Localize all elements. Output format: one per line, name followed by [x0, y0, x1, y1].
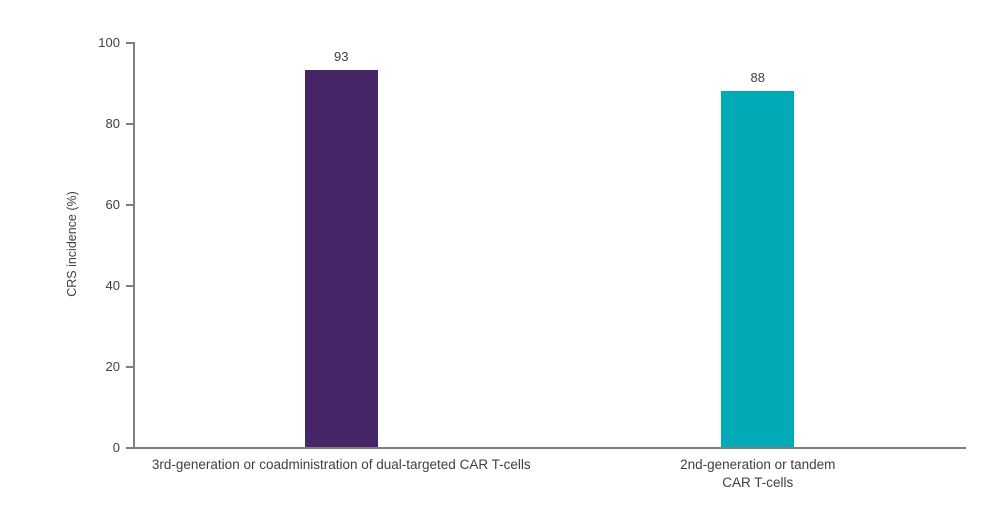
y-tick-label: 80	[105, 116, 120, 131]
bar	[721, 90, 795, 447]
x-category-label: 3rd-generation or coadministration of du…	[151, 457, 531, 472]
bar-value-label: 88	[750, 69, 765, 85]
x-category-label: 2nd-generation or tandem CAR T-cells	[680, 457, 836, 490]
y-axis-title: CRS incidence (%)	[65, 190, 79, 297]
y-axis-line	[133, 42, 135, 449]
y-tick-mark	[126, 366, 133, 368]
y-tick-mark	[126, 42, 133, 44]
y-tick-label: 60	[105, 197, 120, 212]
y-tick-mark	[126, 447, 133, 449]
x-axis-line	[133, 447, 966, 449]
y-tick-mark	[126, 123, 133, 125]
y-tick-mark	[126, 204, 133, 206]
y-tick-label: 100	[98, 35, 120, 50]
bar-value-label: 93	[334, 49, 349, 65]
bar	[304, 70, 378, 447]
y-tick-label: 40	[105, 278, 120, 293]
y-tick-mark	[126, 285, 133, 287]
y-tick-label: 20	[105, 359, 120, 374]
y-tick-label: 0	[112, 440, 120, 455]
